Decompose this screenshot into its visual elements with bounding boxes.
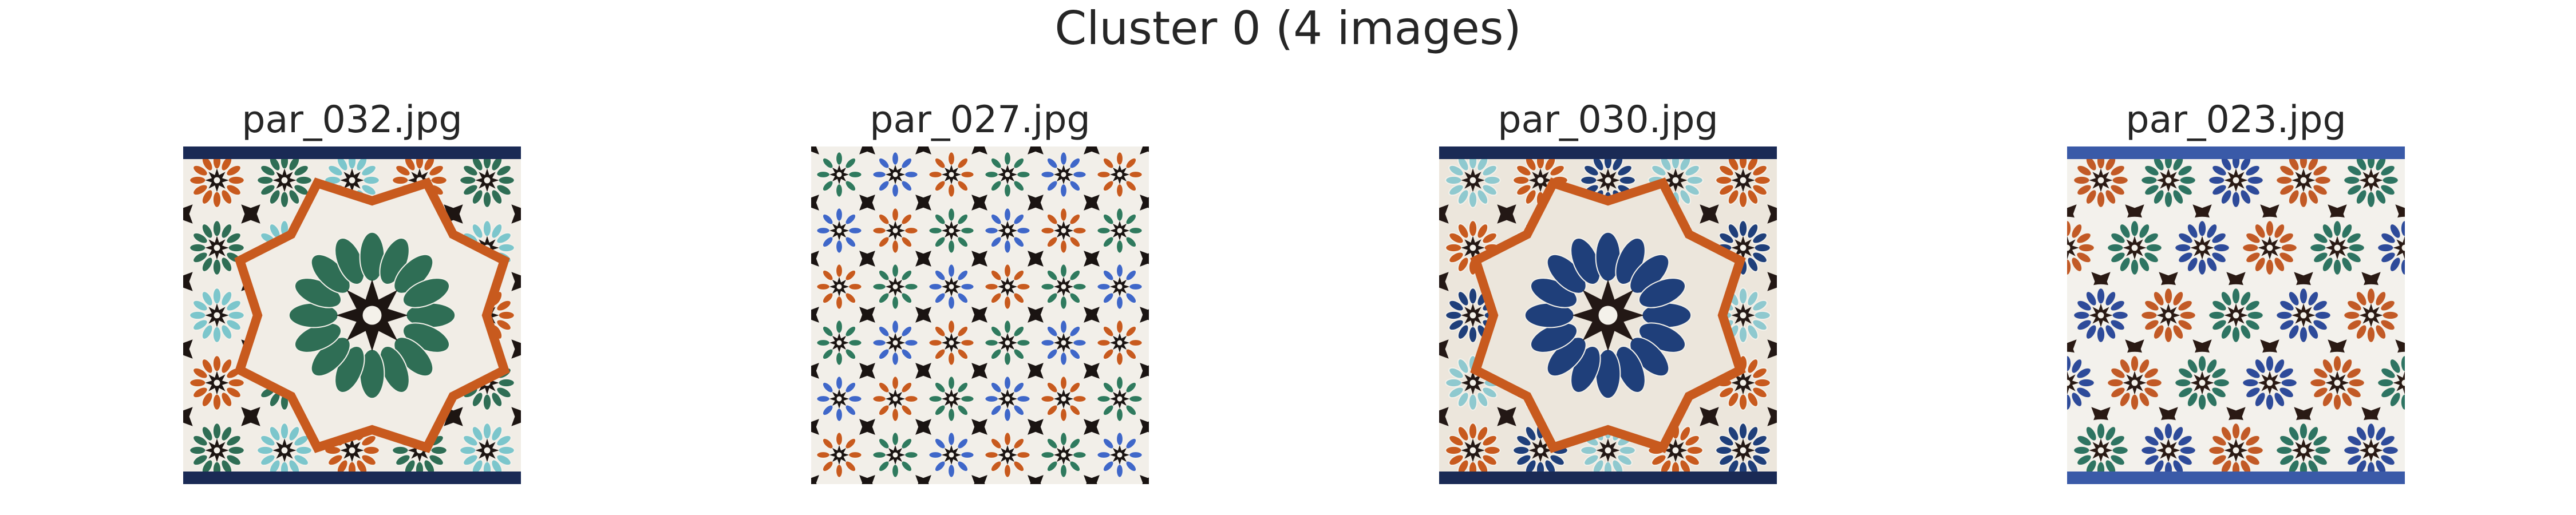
image-filename: par_030.jpg [1498,98,1718,141]
image-panel: par_023.jpg [2064,94,2408,484]
zellige-mosaic-image [811,146,1149,484]
zellige-mosaic-image [183,146,521,484]
image-filename: par_032.jpg [242,98,463,141]
image-filename: par_023.jpg [2125,98,2346,141]
image-filename: par_027.jpg [870,98,1091,141]
image-panel: par_032.jpg [180,94,524,484]
figure-title: Cluster 0 (4 images) [1054,2,1522,55]
image-panel: par_030.jpg [1436,94,1780,484]
zellige-mosaic-image [2067,146,2405,484]
image-panel: par_027.jpg [808,94,1152,484]
zellige-mosaic-image [1439,146,1777,484]
